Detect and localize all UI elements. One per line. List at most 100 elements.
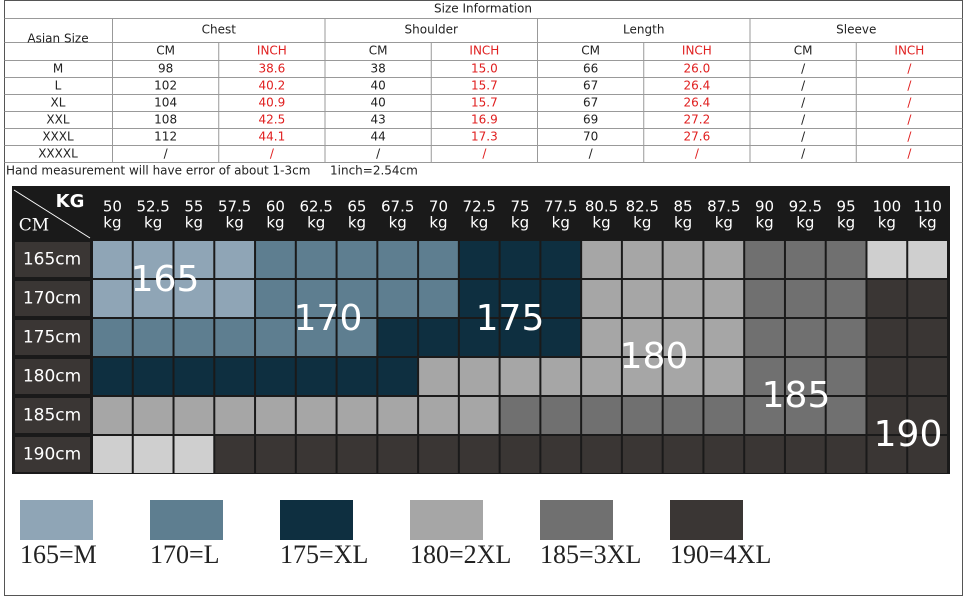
size-cell [419, 436, 458, 473]
table-cell: 104 [154, 96, 177, 110]
size-cell [867, 358, 907, 395]
size-cell [93, 280, 132, 317]
table-cell: / [376, 147, 381, 161]
table-cell: / [907, 147, 912, 161]
size-cell [256, 436, 295, 473]
size-cell [826, 319, 866, 356]
size-cell [215, 436, 255, 473]
size-cell [296, 358, 336, 395]
outer-border [4, 0, 963, 596]
size-cell [745, 241, 784, 278]
weight-label: 77.5 [544, 198, 577, 216]
size-cell [93, 436, 132, 473]
size-cell [582, 280, 621, 317]
size-cell [500, 241, 540, 278]
table-cell: / [801, 147, 806, 161]
legend-label: 175=XL [280, 540, 368, 569]
size-cell [826, 358, 866, 395]
weight-unit: kg [226, 214, 244, 232]
table-cell: / [907, 79, 912, 93]
legend-swatch [150, 500, 223, 540]
table-cell: / [801, 79, 806, 93]
table-cell: 42.5 [259, 113, 286, 127]
size-cell [133, 397, 173, 434]
weight-label: 90 [755, 198, 774, 216]
size-cell [93, 319, 132, 356]
size-cell [867, 280, 907, 317]
weight-unit: kg [470, 214, 488, 232]
table-cell: / [482, 147, 487, 161]
height-label: 175cm [23, 328, 81, 348]
weight-label: 100 [873, 198, 902, 216]
table-cell: 16.9 [471, 113, 498, 127]
size-cell [785, 436, 825, 473]
legend-swatch [20, 500, 93, 540]
size-cell [459, 397, 499, 434]
size-cell [256, 319, 295, 356]
table-cell: 38 [370, 62, 385, 76]
weight-label: 50 [103, 198, 122, 216]
size-header: Asian Size [27, 32, 88, 46]
group-header: Sleeve [836, 23, 876, 37]
weight-label: 85 [674, 198, 693, 216]
table-cell: 26.4 [684, 79, 711, 93]
unit-header: INCH [469, 44, 499, 58]
size-cell [582, 397, 621, 434]
height-cell [15, 320, 90, 355]
size-cell [500, 280, 540, 317]
weight-unit: kg [552, 214, 570, 232]
size-cell [133, 241, 173, 278]
size-cell [133, 358, 173, 395]
size-cell [296, 436, 336, 473]
table-cell: 108 [154, 113, 177, 127]
size-cell [704, 436, 744, 473]
table-cell: / [589, 147, 594, 161]
table-cell: / [907, 96, 912, 110]
table-cell: 40.9 [259, 96, 286, 110]
weight-unit: kg [348, 214, 366, 232]
size-cell [785, 319, 825, 356]
size-cell [378, 241, 418, 278]
size-cell [296, 397, 336, 434]
weight-unit: kg [266, 214, 284, 232]
size-cell [459, 280, 499, 317]
corner-divider [13, 189, 91, 239]
size-cell [622, 436, 662, 473]
size-cell [826, 397, 866, 434]
size-cell [256, 241, 295, 278]
size-cell [582, 436, 621, 473]
size-cell [826, 436, 866, 473]
table-cell: 17.3 [471, 130, 498, 144]
legend-label: 165=M [20, 540, 97, 569]
size-cell [419, 319, 458, 356]
size-cell [215, 397, 255, 434]
size-cell [745, 358, 784, 395]
size-cell [704, 319, 744, 356]
unit-header: INCH [894, 44, 924, 58]
size-cell [174, 397, 214, 434]
weight-unit: kg [755, 214, 773, 232]
legend-label: 185=3XL [540, 540, 641, 569]
table-cell: / [801, 62, 806, 76]
weight-label: 70 [429, 198, 448, 216]
table-cell: / [907, 113, 912, 127]
size-cell [256, 358, 295, 395]
weight-label: 92.5 [789, 198, 822, 216]
size-cell [582, 358, 621, 395]
size-cell [826, 280, 866, 317]
size-cell [541, 436, 581, 473]
unit-header: CM [369, 44, 388, 58]
legend-label: 170=L [150, 540, 220, 569]
size-cell [908, 358, 947, 395]
weight-unit: kg [592, 214, 610, 232]
size-cell [541, 397, 581, 434]
size-cell [174, 358, 214, 395]
table-cell: 15.7 [471, 96, 498, 110]
size-cell [663, 358, 703, 395]
height-label: 180cm [23, 367, 81, 387]
size-cell [337, 319, 377, 356]
cm-label: CM [19, 216, 49, 236]
table-cell: 112 [154, 130, 177, 144]
weight-label: 67.5 [381, 198, 414, 216]
size-cell [459, 358, 499, 395]
